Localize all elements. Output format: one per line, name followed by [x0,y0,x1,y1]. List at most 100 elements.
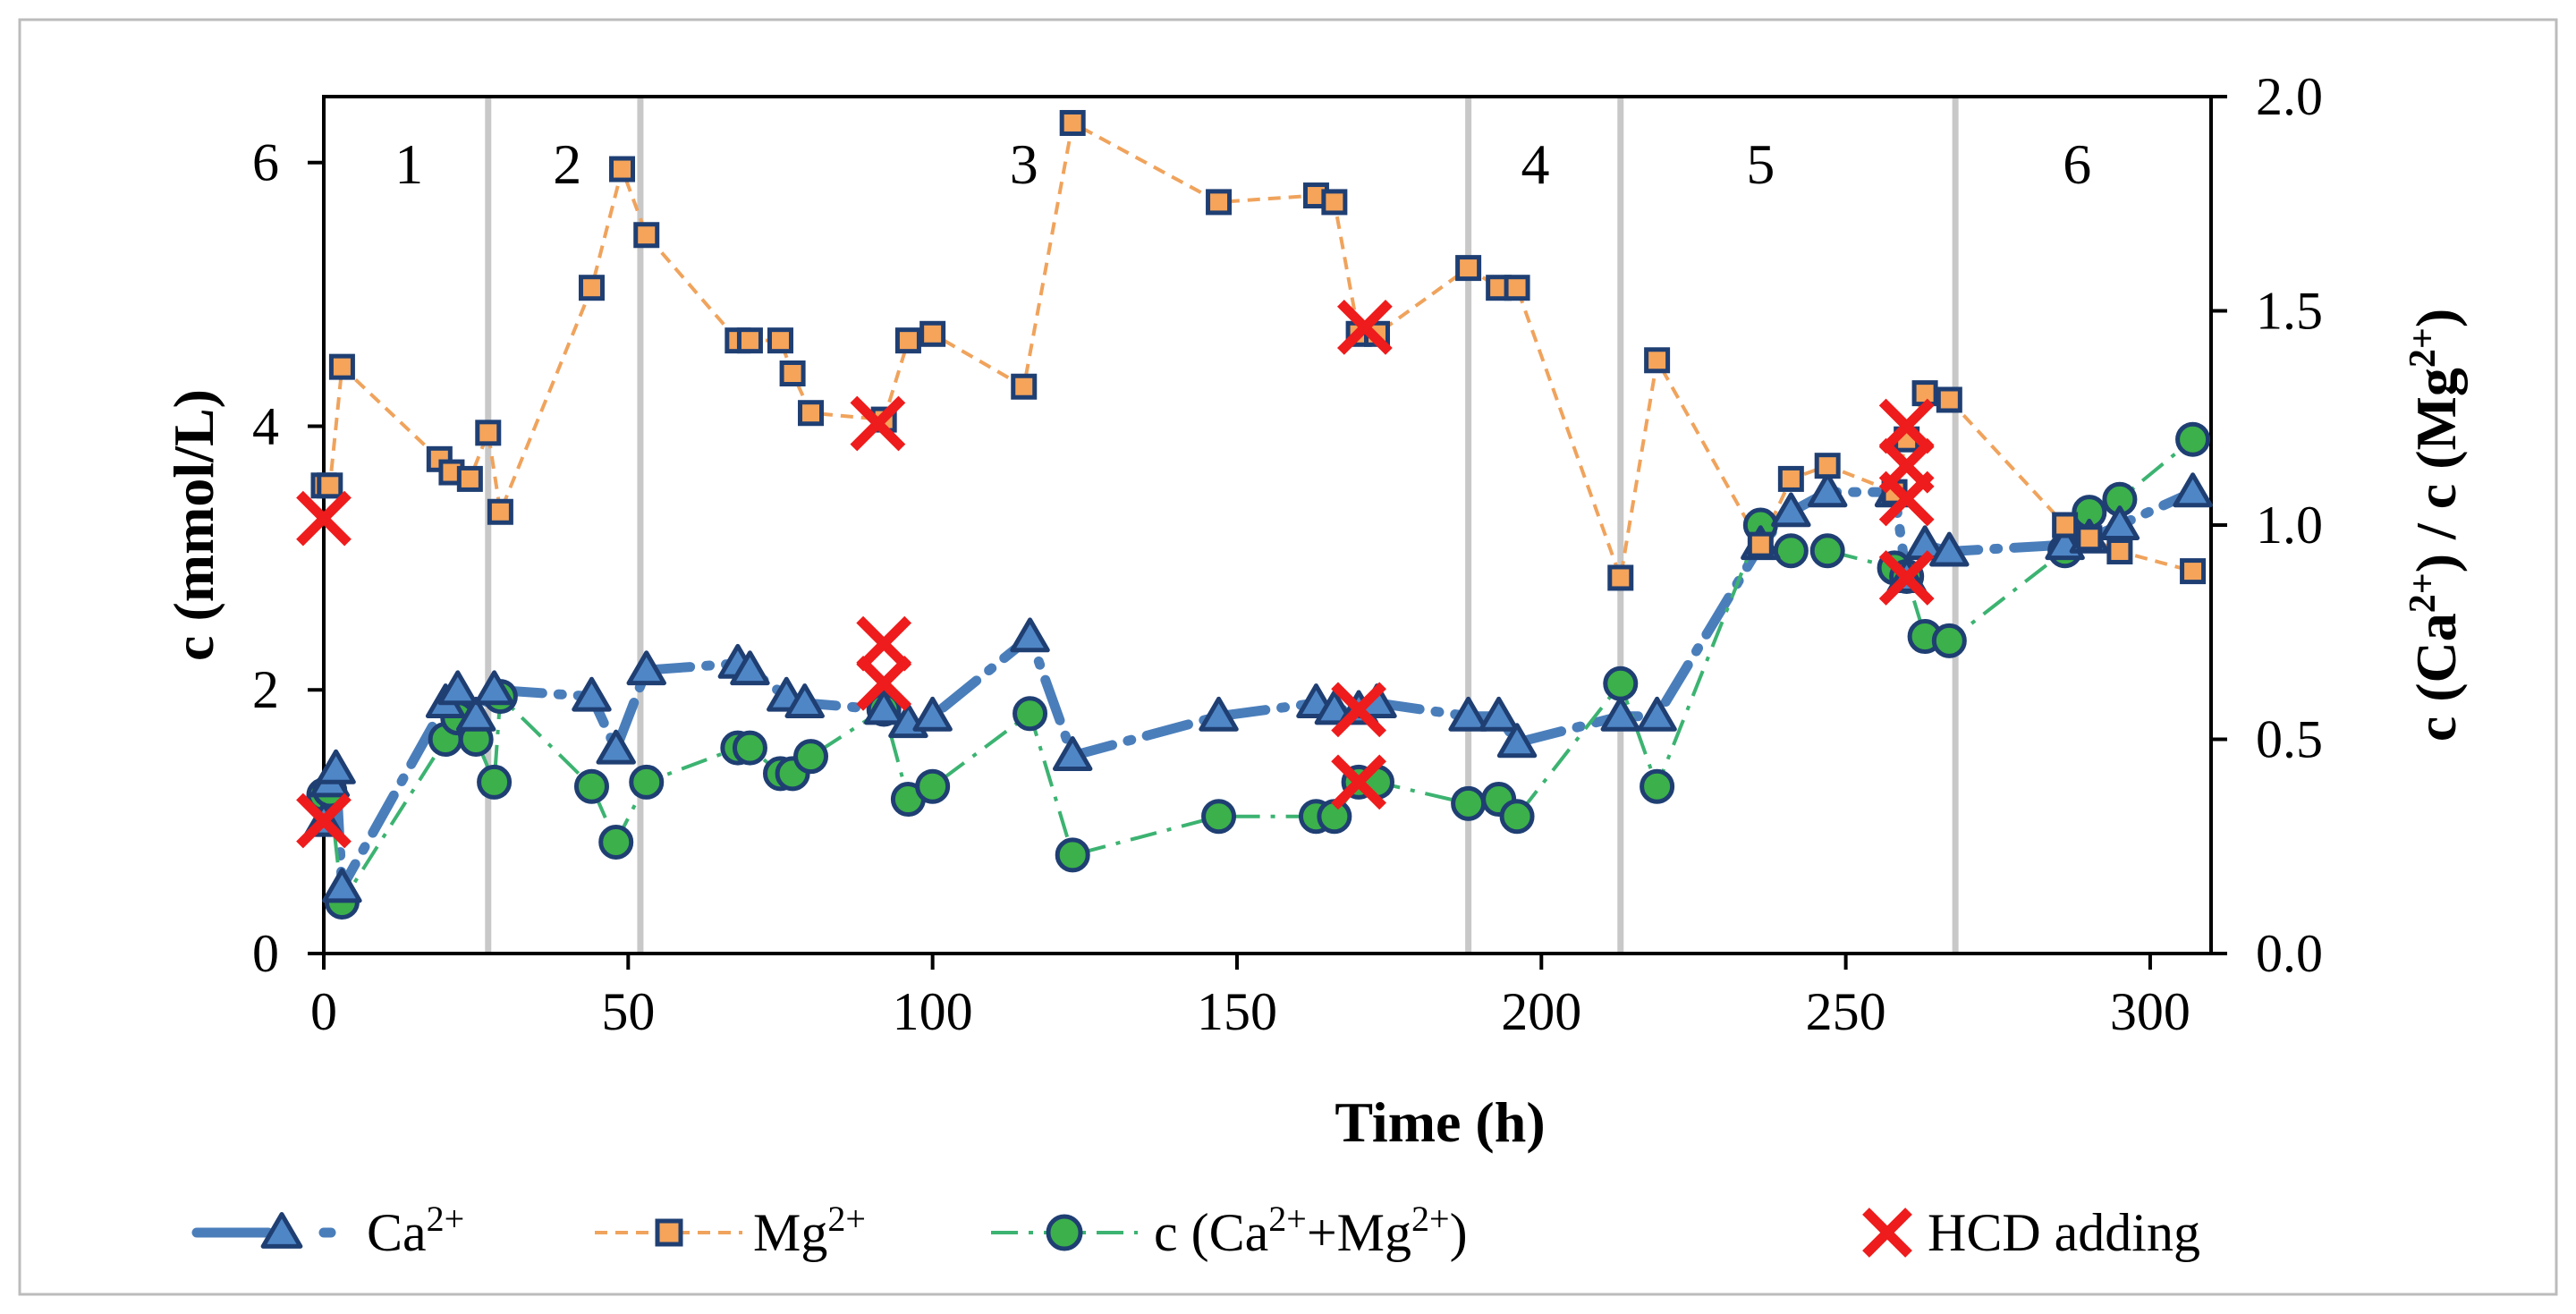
hcd-marker-4 [856,655,912,711]
phase-label-5: 5 [1746,132,1775,196]
y-right-tick-label-1: 1.0 [2256,496,2323,555]
mg-point-23 [1321,189,1348,216]
ca-point-9 [596,729,636,765]
mg-point-21 [1206,189,1233,216]
x-tick-label-250: 250 [1806,982,1886,1041]
mg-point-38 [2052,512,2079,538]
hcd-marker-4-stroke-b [856,655,912,711]
mg-point-39 [2076,525,2103,552]
y-right-tick-label-2: 2.0 [2256,67,2323,126]
mg-point-18 [919,320,946,347]
mg-point-29 [1607,564,1634,591]
y-axis-right-title: c (Ca2+) / c (Mg2+) [2402,309,2468,742]
phase-label-2: 2 [553,132,581,196]
ratio-point-26 [1451,785,1487,821]
mg-point-32 [1777,465,1804,492]
ca-point-36 [1929,531,1970,567]
ca-point-5 [437,670,478,706]
mg-point-8 [578,275,605,301]
mg-point-2 [328,353,355,380]
ca-point-39 [2099,505,2140,541]
mg-point-5 [456,465,483,492]
x-tick-label-0: 0 [310,982,337,1041]
hcd-marker-6-stroke-b [1331,682,1386,738]
phase-label-6: 6 [2063,132,2091,196]
ca-point-12 [730,650,770,686]
ca-point-10 [626,650,666,686]
ratio-point-30 [1640,768,1675,804]
ca-point-25 [1448,696,1488,732]
ca-point-29 [1637,696,1677,732]
hcd-marker-7-stroke-b [1331,754,1386,810]
hcd-marker-1-stroke-b [296,793,352,849]
mg-point-30 [1644,347,1671,374]
ca-point-32 [1807,472,1848,508]
ratio-point-9 [598,824,634,860]
ca-point-6 [455,696,496,732]
ca-point-14 [784,683,825,719]
mg-point-19 [1011,373,1038,400]
legend: Ca2+ Mg2+ c (Ca2++Mg2+) HCD adding [191,1199,2200,1262]
mg-point-12 [736,327,763,354]
mg-point-20 [1059,109,1086,136]
legend-item-ca: Ca2+ [191,1199,464,1262]
ca-point-27 [1496,723,1538,759]
hcd-marker-8-stroke-b [1878,398,1935,454]
mg-point-7 [487,498,513,525]
x-tick-label-200: 200 [1501,982,1581,1041]
legend-marker-hcd [1862,1208,1912,1258]
ca-point-18 [1010,617,1050,653]
y-right-tick-label-1.5: 1.5 [2256,282,2323,341]
hcd-marker-7 [1331,754,1386,810]
legend-marker-hcd-stroke-b [1862,1208,1912,1258]
y-left-tick-label-2: 2 [252,660,279,719]
hcd-marker-0-stroke-b [296,490,352,547]
y-right-tick-label-0: 0.0 [2256,924,2323,983]
y-left-tick-label-6: 6 [252,133,279,192]
ca-point-3 [322,868,362,903]
x-tick-label-50: 50 [601,982,655,1041]
ca-point-15 [863,690,904,725]
mg-point-26 [1455,255,1482,282]
ratio-point-37 [1931,623,1967,658]
hcd-marker-2-stroke-b [850,395,906,452]
legend-marker-mg [655,1218,683,1247]
legend-label-hcd: HCD adding [1928,1203,2200,1262]
phase-labels: 1 2 3 4 5 6 [394,132,2091,196]
y-axis-left-title: c (mmol/L) [162,389,225,661]
ca-point-31 [1771,492,1811,528]
y-left-tick-label-0: 0 [252,924,279,983]
hcd-marker-10-stroke-b [1878,470,1935,527]
x-tick-label-300: 300 [2110,982,2190,1041]
mg-point-14 [779,360,806,387]
hcd-markers [296,300,1935,849]
mg-point-15 [798,400,825,427]
legend-item-ratio: c (Ca2++Mg2+) [991,1199,1468,1262]
ratio-point-21 [1201,799,1237,835]
ratio-point-41 [2175,421,2211,457]
hcd-marker-0 [296,490,352,547]
y-left-tick-label-4: 4 [252,396,279,455]
hcd-marker-5 [1337,300,1393,355]
hcd-marker-5-stroke-b [1337,300,1393,355]
y-right-tick-label-0.5: 0.5 [2256,710,2323,769]
mg-point-28 [1504,275,1530,301]
ca-point-28 [1600,696,1640,732]
phase-label-4: 4 [1521,132,1549,196]
ratio-point-20 [1055,837,1090,873]
phase-label-3: 3 [1010,132,1038,196]
mg-point-9 [609,156,636,182]
hcd-marker-8 [1878,398,1935,454]
ca-point-7 [474,670,514,706]
hcd-marker-11-stroke-b [1878,550,1935,606]
ratio-point-10 [629,764,665,800]
axis-ticks: 0 50 100 150 200 250 300 0 2 4 6 0.0 0.5 1.0 1.5 2.0 [252,67,2323,1041]
ca-point-2 [316,749,356,784]
hcd-marker-1 [296,793,352,849]
ca-point-17 [912,696,953,732]
legend-item-hcd: HCD adding [1862,1203,2200,1262]
ratio-point-8 [573,768,609,804]
ratio-point-32 [1773,533,1809,569]
ratio-point-18 [915,768,951,804]
